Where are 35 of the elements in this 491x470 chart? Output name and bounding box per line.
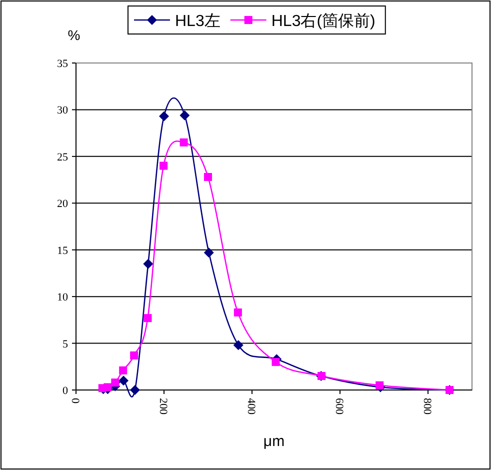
point (130, 385, 140, 395)
legend-label: HL3左 (175, 13, 220, 30)
y-tick-label: 20 (57, 198, 68, 210)
point (143, 258, 154, 269)
point (160, 162, 168, 170)
point (144, 314, 152, 322)
legend-label: HL3右(箇保前) (271, 12, 376, 30)
x-tick-label: 400 (245, 398, 257, 415)
x-tick-label: 800 (421, 398, 433, 415)
point (111, 378, 120, 387)
point (130, 351, 138, 360)
x-tick-label: 0 (69, 398, 81, 404)
point (180, 138, 188, 146)
y-tick-label: 5 (62, 338, 68, 350)
point (233, 340, 244, 350)
y-tick-label: 30 (57, 104, 68, 117)
point (119, 366, 128, 374)
point (204, 172, 212, 181)
x-tick-label: 600 (333, 398, 345, 415)
point (180, 110, 190, 120)
x-tick-label: 200 (157, 398, 169, 415)
point (272, 358, 280, 366)
point (234, 308, 242, 316)
y-tick-label: 25 (57, 151, 68, 164)
point (376, 381, 384, 390)
point (159, 111, 169, 122)
y-tick-label: 15 (57, 244, 68, 257)
y-tick-label: 10 (57, 292, 68, 304)
y-tick-label: 35 (57, 58, 68, 70)
point (104, 383, 112, 392)
y-tick-label: 0 (62, 385, 68, 397)
point (118, 376, 129, 386)
y-axis-title: % (68, 27, 80, 43)
x-axis-title: μm (263, 433, 285, 450)
point (204, 248, 214, 258)
